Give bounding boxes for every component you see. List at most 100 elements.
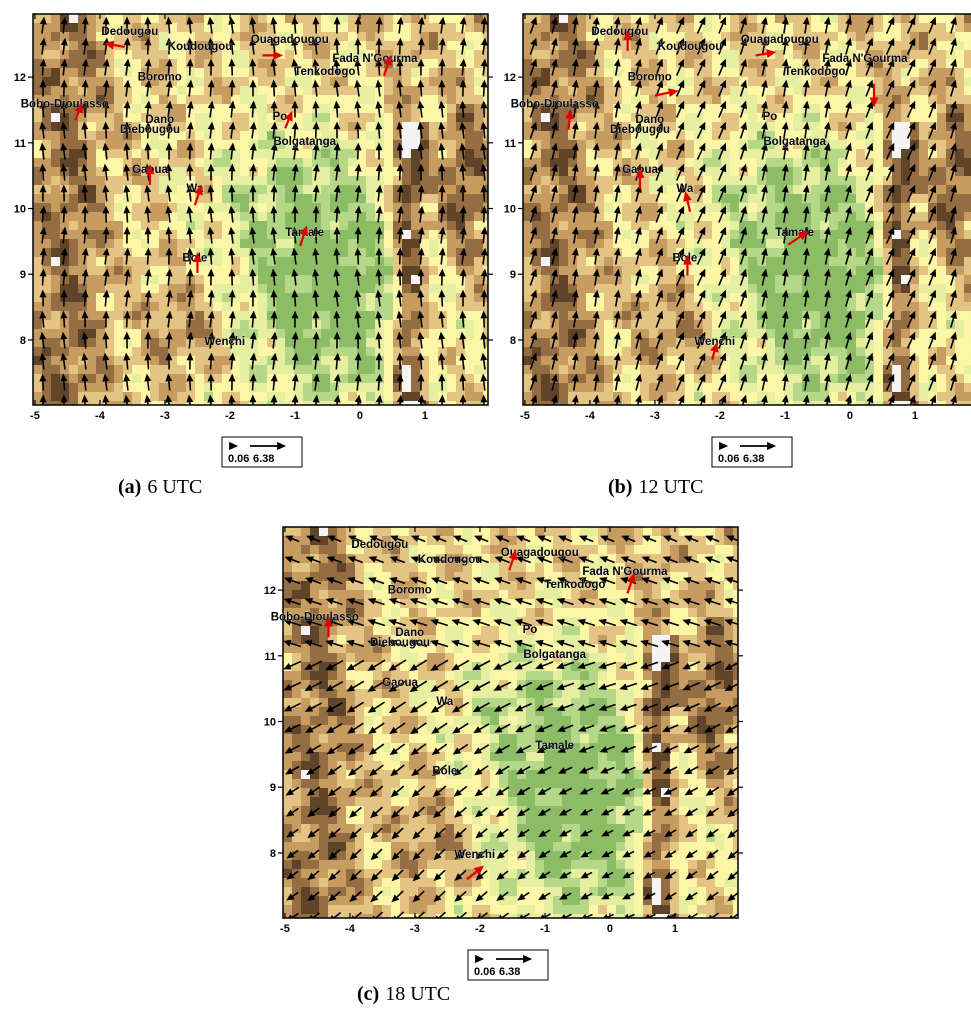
terrain-cell: [285, 365, 295, 375]
terrain-cell: [69, 293, 79, 303]
terrain-cell: [577, 329, 587, 339]
terrain-cell: [766, 203, 776, 213]
terrain-cell: [321, 302, 331, 312]
terrain-cell: [375, 239, 385, 249]
panel: -5-4-3-2-10189101112DedougouKoudougouOua…: [504, 14, 971, 498]
terrain-cell: [559, 248, 569, 258]
terrain-cell: [919, 140, 929, 150]
terrain-cell: [87, 113, 97, 123]
terrain-cell: [267, 176, 277, 186]
terrain-cell: [51, 257, 61, 267]
terrain-cell: [829, 239, 839, 249]
terrain-cell: [195, 77, 205, 87]
terrain-cell: [775, 59, 785, 69]
terrain-cell: [204, 383, 214, 393]
terrain-cell: [258, 14, 268, 24]
terrain-cell: [258, 95, 268, 105]
terrain-cell: [811, 23, 821, 33]
terrain-cell: [937, 68, 947, 78]
terrain-cell: [730, 311, 740, 321]
terrain-cell: [258, 68, 268, 78]
terrain-cell: [159, 23, 169, 33]
terrain-cell: [937, 365, 947, 375]
terrain-cell: [429, 239, 439, 249]
terrain-cell: [402, 185, 412, 195]
terrain-cell: [766, 329, 776, 339]
terrain-cell: [213, 95, 223, 105]
terrain-cell: [955, 257, 965, 267]
terrain-cell: [712, 95, 722, 105]
terrain-cell: [748, 14, 758, 24]
terrain-cell: [366, 230, 376, 240]
terrain-cell: [276, 176, 286, 186]
terrain-cell: [730, 212, 740, 222]
terrain-cell: [847, 194, 857, 204]
terrain-cell: [838, 14, 848, 24]
terrain-cell: [685, 122, 695, 132]
terrain-cell: [114, 275, 124, 285]
terrain-cell: [577, 59, 587, 69]
terrain-cell: [667, 23, 677, 33]
terrain-cell: [856, 338, 866, 348]
terrain-cell: [159, 32, 169, 42]
terrain-cell: [33, 50, 43, 60]
terrain-cell: [447, 77, 457, 87]
terrain-cell: [757, 68, 767, 78]
terrain-cell: [667, 365, 677, 375]
terrain-cell: [114, 104, 124, 114]
terrain-cell: [604, 158, 614, 168]
terrain-cell: [937, 338, 947, 348]
terrain-cell: [69, 284, 79, 294]
terrain-cell: [856, 176, 866, 186]
terrain-cell: [78, 239, 88, 249]
terrain-cell: [919, 158, 929, 168]
terrain-cell: [757, 365, 767, 375]
terrain-cell: [69, 50, 79, 60]
terrain-cell: [586, 257, 596, 267]
terrain-cell: [87, 347, 97, 357]
terrain-cell: [748, 77, 758, 87]
terrain-cell: [793, 275, 803, 285]
terrain-cell: [667, 14, 677, 24]
terrain-cell: [748, 284, 758, 294]
terrain-cell: [384, 149, 394, 159]
terrain-cell: [964, 203, 971, 213]
terrain-cell: [150, 41, 160, 51]
terrain-cell: [150, 149, 160, 159]
terrain-cell: [429, 68, 439, 78]
terrain-cell: [447, 329, 457, 339]
terrain-cell: [78, 212, 88, 222]
terrain-cell: [892, 131, 902, 141]
terrain-cell: [465, 392, 475, 402]
terrain-cell: [123, 320, 133, 330]
terrain-cell: [964, 185, 971, 195]
terrain-cell: [339, 104, 349, 114]
terrain-cell: [213, 122, 223, 132]
terrain-cell: [946, 239, 956, 249]
terrain-cell: [748, 149, 758, 159]
terrain-cell: [649, 140, 659, 150]
terrain-cell: [847, 158, 857, 168]
terrain-cell: [303, 311, 313, 321]
terrain-cell: [964, 50, 971, 60]
terrain-cell: [937, 176, 947, 186]
terrain-cell: [964, 293, 971, 303]
terrain-cell: [69, 14, 79, 24]
terrain-cell: [604, 248, 614, 258]
terrain-cell: [766, 383, 776, 393]
terrain-cell: [276, 383, 286, 393]
terrain-cell: [919, 293, 929, 303]
terrain-cell: [96, 212, 106, 222]
terrain-cell: [748, 239, 758, 249]
y-tick-label: 8: [20, 335, 26, 347]
terrain-cell: [622, 356, 632, 366]
terrain-cell: [685, 302, 695, 312]
terrain-cell: [321, 239, 331, 249]
terrain-cell: [87, 32, 97, 42]
terrain-cell: [730, 284, 740, 294]
terrain-cell: [604, 203, 614, 213]
terrain-cell: [811, 356, 821, 366]
terrain-cell: [739, 365, 749, 375]
terrain-cell: [213, 302, 223, 312]
terrain-cell: [51, 392, 61, 402]
